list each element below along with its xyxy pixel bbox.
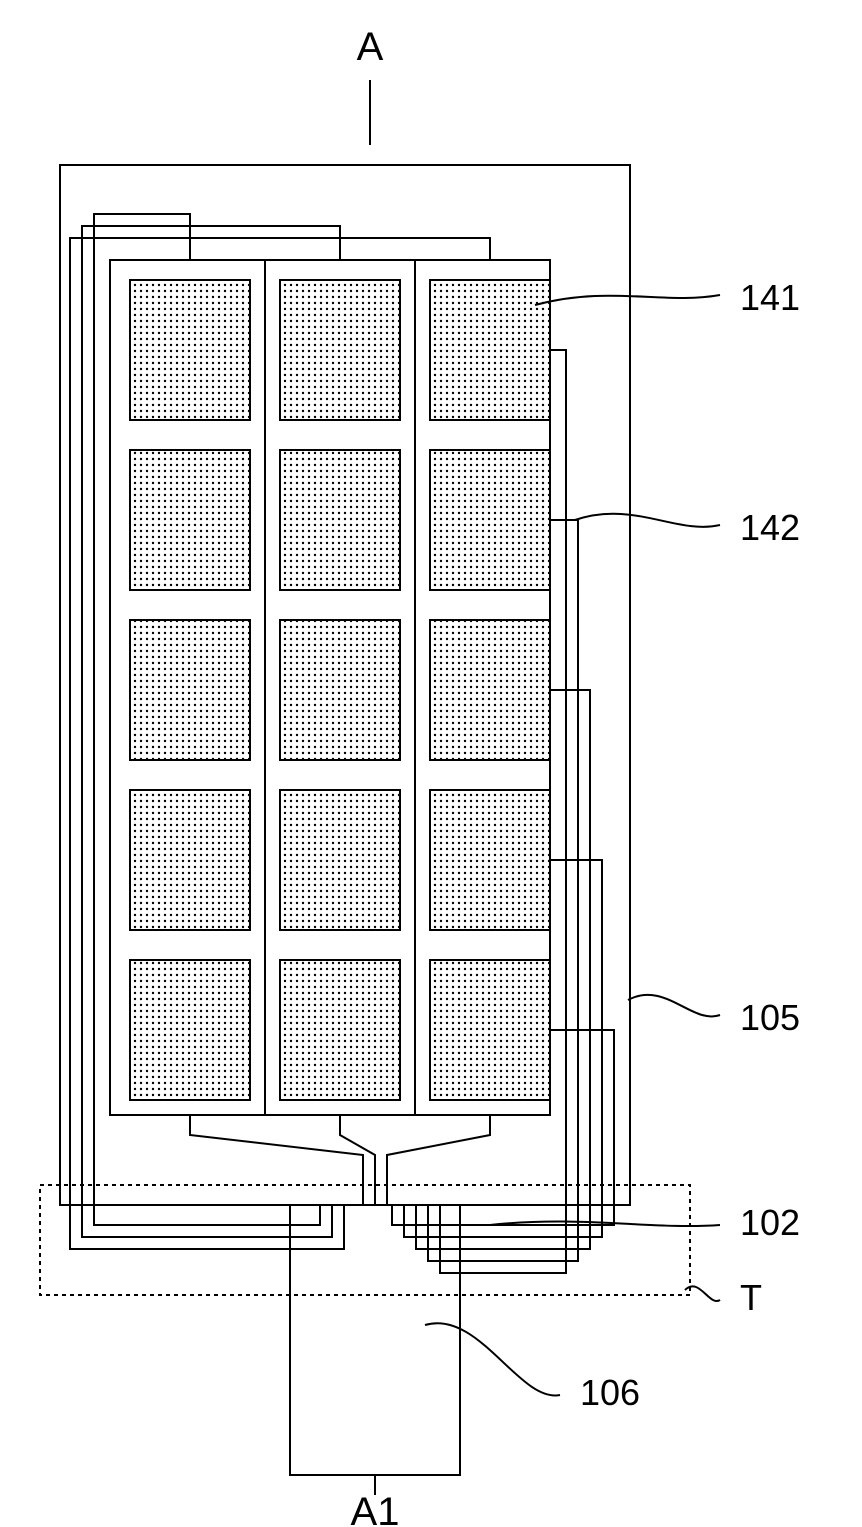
- connector: [290, 1205, 460, 1475]
- electrode-cell: [130, 450, 250, 590]
- label-T: T: [740, 1277, 762, 1318]
- diagram-svg: A A1 141 142 105 102 T 106: [0, 0, 862, 1527]
- electrode-cell: [280, 790, 400, 930]
- electrode-cell: [430, 280, 550, 420]
- electrode-cell: [130, 280, 250, 420]
- electrode-cell: [430, 960, 550, 1100]
- electrode-cell: [430, 450, 550, 590]
- electrode-cell: [130, 620, 250, 760]
- label-141: 141: [740, 277, 800, 318]
- bottom-col-lead: [340, 1115, 375, 1205]
- label-105: 105: [740, 997, 800, 1038]
- bottom-col-lead: [387, 1115, 490, 1205]
- dotted-region-t: [40, 1185, 690, 1295]
- axis-label-a: A: [357, 25, 384, 69]
- electrode-cell: [280, 620, 400, 760]
- electrode-cell: [130, 960, 250, 1100]
- electrode-cell: [280, 960, 400, 1100]
- electrode-cell: [430, 620, 550, 760]
- electrode-cell: [130, 790, 250, 930]
- axis-label-a1: A1: [351, 1490, 400, 1527]
- electrode-cell: [280, 280, 400, 420]
- bottom-col-lead: [190, 1115, 363, 1205]
- label-106: 106: [580, 1372, 640, 1413]
- electrode-cell: [280, 450, 400, 590]
- label-142: 142: [740, 507, 800, 548]
- electrode-cell: [430, 790, 550, 930]
- label-102: 102: [740, 1202, 800, 1243]
